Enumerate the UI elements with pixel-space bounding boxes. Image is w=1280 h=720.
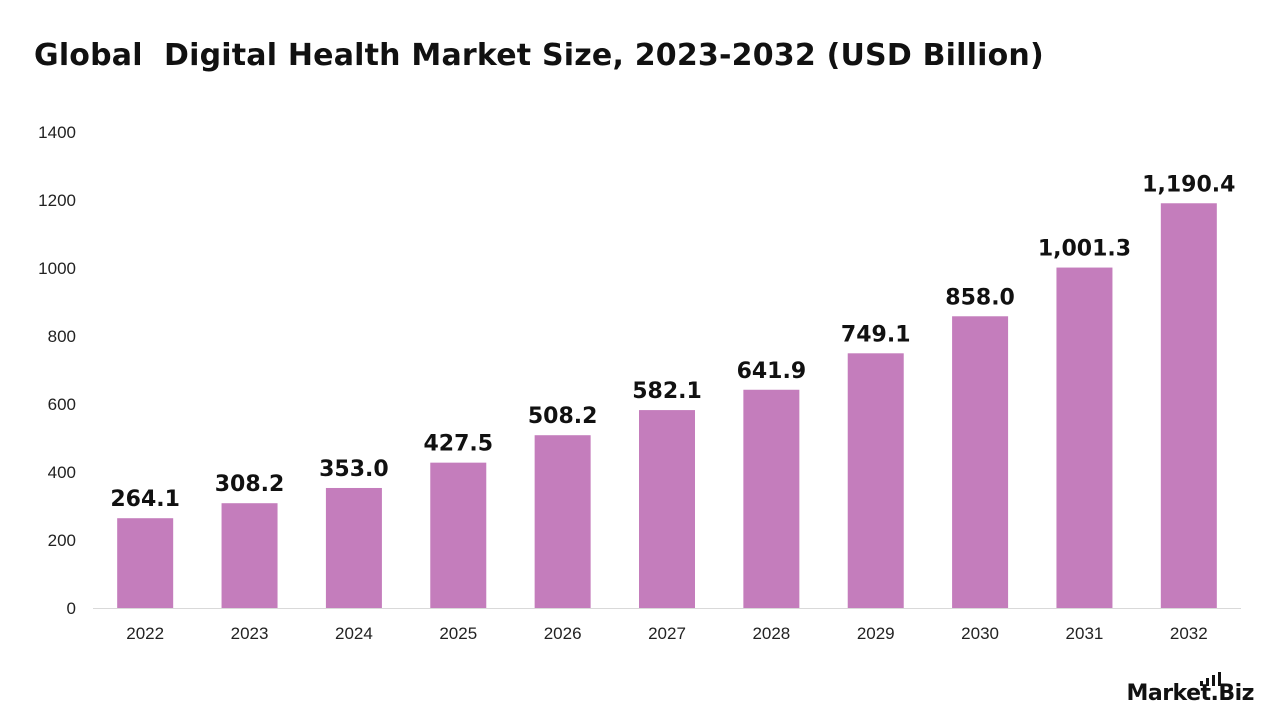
- bar-2022: [117, 518, 174, 608]
- bar-2029: [847, 353, 904, 608]
- bar-2032: [1160, 203, 1217, 608]
- y-tick-label: 0: [67, 599, 76, 618]
- data-label: 749.1: [841, 322, 911, 347]
- chart-title: Global Digital Health Market Size, 2023-…: [34, 38, 1044, 73]
- x-axis-ticks: 2022 2023 2024 2025 2026 2027 2028 2029 2030 2031…: [126, 624, 1207, 643]
- data-label: 858.0: [945, 285, 1015, 310]
- data-label: 308.2: [215, 472, 285, 497]
- value-labels: 264.1 308.2 353.0 427.5 508.2 582.1 641.9 749.1…: [110, 172, 1235, 512]
- brand-logo: Market.Biz: [1126, 672, 1254, 706]
- x-tick-label: 2024: [335, 624, 373, 643]
- x-tick-label: 2032: [1170, 624, 1208, 643]
- bar-2026: [534, 435, 591, 608]
- bar-2030: [952, 316, 1009, 608]
- y-tick-label: 800: [48, 327, 76, 346]
- bar-2028: [743, 389, 800, 608]
- data-label: 641.9: [737, 359, 807, 384]
- y-tick-label: 1400: [38, 123, 76, 142]
- data-label: 264.1: [110, 487, 180, 512]
- x-tick-label: 2022: [126, 624, 164, 643]
- bar-2024: [325, 487, 382, 608]
- data-label: 427.5: [423, 432, 493, 457]
- data-label: 582.1: [632, 379, 702, 404]
- bars: [117, 203, 1217, 608]
- bar-2031: [1056, 267, 1113, 608]
- x-tick-label: 2031: [1066, 624, 1104, 643]
- brand-logo-text: Market.Biz: [1126, 681, 1254, 706]
- y-tick-label: 400: [48, 463, 76, 482]
- signal-bars-icon: [1200, 672, 1222, 686]
- data-label: 508.2: [528, 404, 598, 429]
- x-tick-label: 2029: [857, 624, 895, 643]
- y-tick-label: 600: [48, 395, 76, 414]
- x-tick-label: 2026: [544, 624, 582, 643]
- x-tick-label: 2030: [961, 624, 999, 643]
- x-tick-label: 2025: [439, 624, 477, 643]
- bar-2025: [430, 462, 487, 608]
- bar-2023: [221, 503, 278, 608]
- data-label: 1,190.4: [1142, 172, 1235, 197]
- y-tick-label: 200: [48, 531, 76, 550]
- x-tick-label: 2028: [752, 624, 790, 643]
- bar-2027: [639, 410, 695, 608]
- data-label: 353.0: [319, 457, 389, 482]
- x-tick-label: 2023: [231, 624, 269, 643]
- y-tick-label: 1200: [38, 191, 76, 210]
- y-axis-ticks: 0 200 400 600 800 1000 1200 1400: [38, 123, 76, 618]
- x-tick-label: 2027: [648, 624, 686, 643]
- data-label: 1,001.3: [1038, 237, 1131, 262]
- y-tick-label: 1000: [38, 259, 76, 278]
